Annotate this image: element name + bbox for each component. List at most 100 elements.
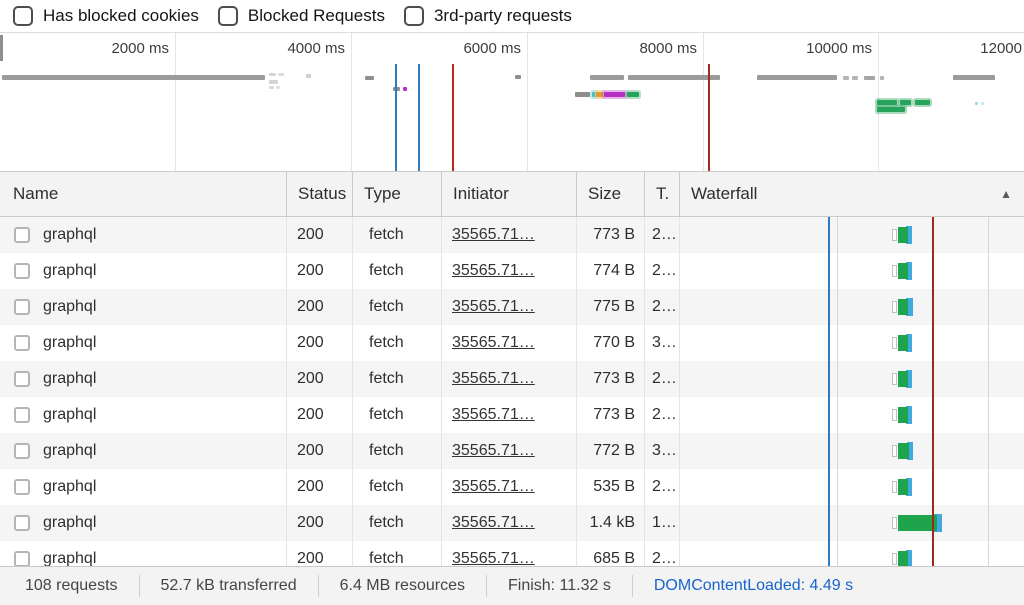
status-value: 200: [297, 298, 324, 315]
row-checkbox-icon[interactable]: [14, 335, 30, 351]
initiator-link[interactable]: 35565.71…: [452, 406, 535, 423]
waterfall-queueing-segment: [892, 373, 897, 385]
status-item-6-4-mb-resources: 6.4 MB resources: [319, 575, 487, 597]
size-value: 773 B: [593, 226, 635, 243]
initiator-link[interactable]: 35565.71…: [452, 442, 535, 459]
row-checkbox-icon[interactable]: [14, 551, 30, 566]
checkbox-icon[interactable]: [217, 6, 238, 26]
column-header-waterfall[interactable]: Waterfall ▲: [680, 172, 1024, 216]
row-checkbox-icon[interactable]: [14, 263, 30, 279]
request-name: graphql: [43, 514, 97, 531]
size-value: 774 B: [593, 262, 635, 279]
status-value: 200: [297, 442, 324, 459]
request-name: graphql: [43, 262, 97, 279]
load-line: [708, 64, 710, 171]
overview-request-bar: [575, 92, 590, 97]
table-row[interactable]: graphql 200 fetch 35565.71… 685 B 2…: [0, 541, 1024, 566]
status-value: 200: [297, 514, 324, 531]
cell-size: 773 B: [577, 397, 645, 433]
waterfall-queueing-segment: [892, 481, 897, 493]
table-row[interactable]: graphql 200 fetch 35565.71… 1.4 kB 1…: [0, 505, 1024, 541]
column-header-label: Waterfall: [691, 184, 758, 203]
cell-type: fetch: [353, 397, 442, 433]
row-checkbox-icon[interactable]: [14, 443, 30, 459]
network-overview-timeline[interactable]: 2000 ms 4000 ms 6000 ms 8000 ms 10000 ms 1200…: [0, 33, 1024, 171]
table-row[interactable]: graphql 200 fetch 35565.71… 774 B 2…: [0, 253, 1024, 289]
row-checkbox-icon[interactable]: [14, 515, 30, 531]
column-header-type[interactable]: Type: [353, 172, 442, 216]
type-value: fetch: [369, 478, 404, 495]
cell-status: 200: [287, 397, 353, 433]
row-checkbox-icon[interactable]: [14, 371, 30, 387]
size-value: 685 B: [593, 550, 635, 566]
type-value: fetch: [369, 550, 404, 566]
cell-waterfall: [680, 505, 1024, 541]
initiator-link[interactable]: 35565.71…: [452, 550, 535, 566]
table-row[interactable]: graphql 200 fetch 35565.71… 773 B 2…: [0, 217, 1024, 253]
status-item-finish: Finish: 11.32 s: [487, 575, 633, 597]
initiator-link[interactable]: 35565.71…: [452, 370, 535, 387]
cell-time: 2…: [645, 217, 680, 253]
initiator-link[interactable]: 35565.71…: [452, 334, 535, 351]
cell-initiator: 35565.71…: [442, 289, 577, 325]
table-row[interactable]: graphql 200 fetch 35565.71… 773 B 2…: [0, 361, 1024, 397]
column-header-size[interactable]: Size: [577, 172, 645, 216]
status-value: 200: [297, 370, 324, 387]
initiator-link[interactable]: 35565.71…: [452, 478, 535, 495]
row-checkbox-icon[interactable]: [14, 227, 30, 243]
overview-request-bar: [276, 86, 280, 89]
table-row[interactable]: graphql 200 fetch 35565.71… 773 B 2…: [0, 397, 1024, 433]
table-row[interactable]: graphql 200 fetch 35565.71… 535 B 2…: [0, 469, 1024, 505]
initiator-link[interactable]: 35565.71…: [452, 298, 535, 315]
overview-request-bar: [515, 75, 521, 79]
column-header-initiator[interactable]: Initiator: [442, 172, 577, 216]
waterfall-download-segment: [906, 334, 912, 352]
overview-request-bar: [278, 73, 284, 76]
cell-waterfall: [680, 217, 1024, 253]
network-table-body[interactable]: graphql 200 fetch 35565.71… 773 B 2… graphql 20…: [0, 217, 1024, 566]
waterfall-queueing-segment: [892, 409, 897, 421]
status-bar: 108 requests 52.7 kB transferred 6.4 MB re…: [0, 566, 1024, 605]
time-value: 3…: [652, 334, 677, 351]
column-header-label: Initiator: [453, 184, 509, 203]
waterfall-queueing-segment: [892, 301, 897, 313]
filter-item-blocked-requests[interactable]: Blocked Requests: [217, 6, 385, 26]
table-row[interactable]: graphql 200 fetch 35565.71… 770 B 3…: [0, 325, 1024, 361]
waterfall-download-segment: [906, 550, 912, 566]
filter-item-has-blocked-cookies[interactable]: Has blocked cookies: [13, 6, 199, 26]
initiator-link[interactable]: 35565.71…: [452, 514, 535, 531]
filter-item-3rd-party-requests[interactable]: 3rd-party requests: [403, 6, 572, 26]
row-checkbox-icon[interactable]: [14, 299, 30, 315]
column-header-t[interactable]: T.: [645, 172, 680, 216]
cell-time: 2…: [645, 253, 680, 289]
waterfall-waiting-segment: [898, 551, 908, 566]
overview-request-bar: [269, 86, 274, 89]
checkbox-icon[interactable]: [13, 6, 33, 26]
cell-time: 2…: [645, 541, 680, 566]
cell-initiator: 35565.71…: [442, 217, 577, 253]
checkbox-icon[interactable]: [403, 6, 424, 26]
overview-request-bar: [880, 76, 884, 80]
cell-name: graphql: [0, 433, 287, 469]
table-row[interactable]: graphql 200 fetch 35565.71… 775 B 2…: [0, 289, 1024, 325]
filter-label: Has blocked cookies: [43, 6, 199, 25]
initiator-link[interactable]: 35565.71…: [452, 226, 535, 243]
overview-request-bar: [590, 75, 624, 80]
overview-request-bar: [843, 76, 849, 80]
time-value: 2…: [652, 406, 677, 423]
column-header-name[interactable]: Name: [0, 172, 287, 216]
column-header-status[interactable]: Status: [287, 172, 353, 216]
waterfall-waiting-segment: [898, 263, 908, 279]
cell-name: graphql: [0, 217, 287, 253]
domcontentloaded-line: [418, 64, 420, 171]
cell-name: graphql: [0, 253, 287, 289]
row-checkbox-icon[interactable]: [14, 479, 30, 495]
waterfall-download-segment: [906, 298, 913, 316]
table-row[interactable]: graphql 200 fetch 35565.71… 772 B 3…: [0, 433, 1024, 469]
initiator-link[interactable]: 35565.71…: [452, 262, 535, 279]
load-line: [452, 64, 454, 171]
cell-type: fetch: [353, 469, 442, 505]
row-checkbox-icon[interactable]: [14, 407, 30, 423]
overview-request-bar: [915, 100, 930, 105]
filter-label: Blocked Requests: [247, 6, 385, 25]
